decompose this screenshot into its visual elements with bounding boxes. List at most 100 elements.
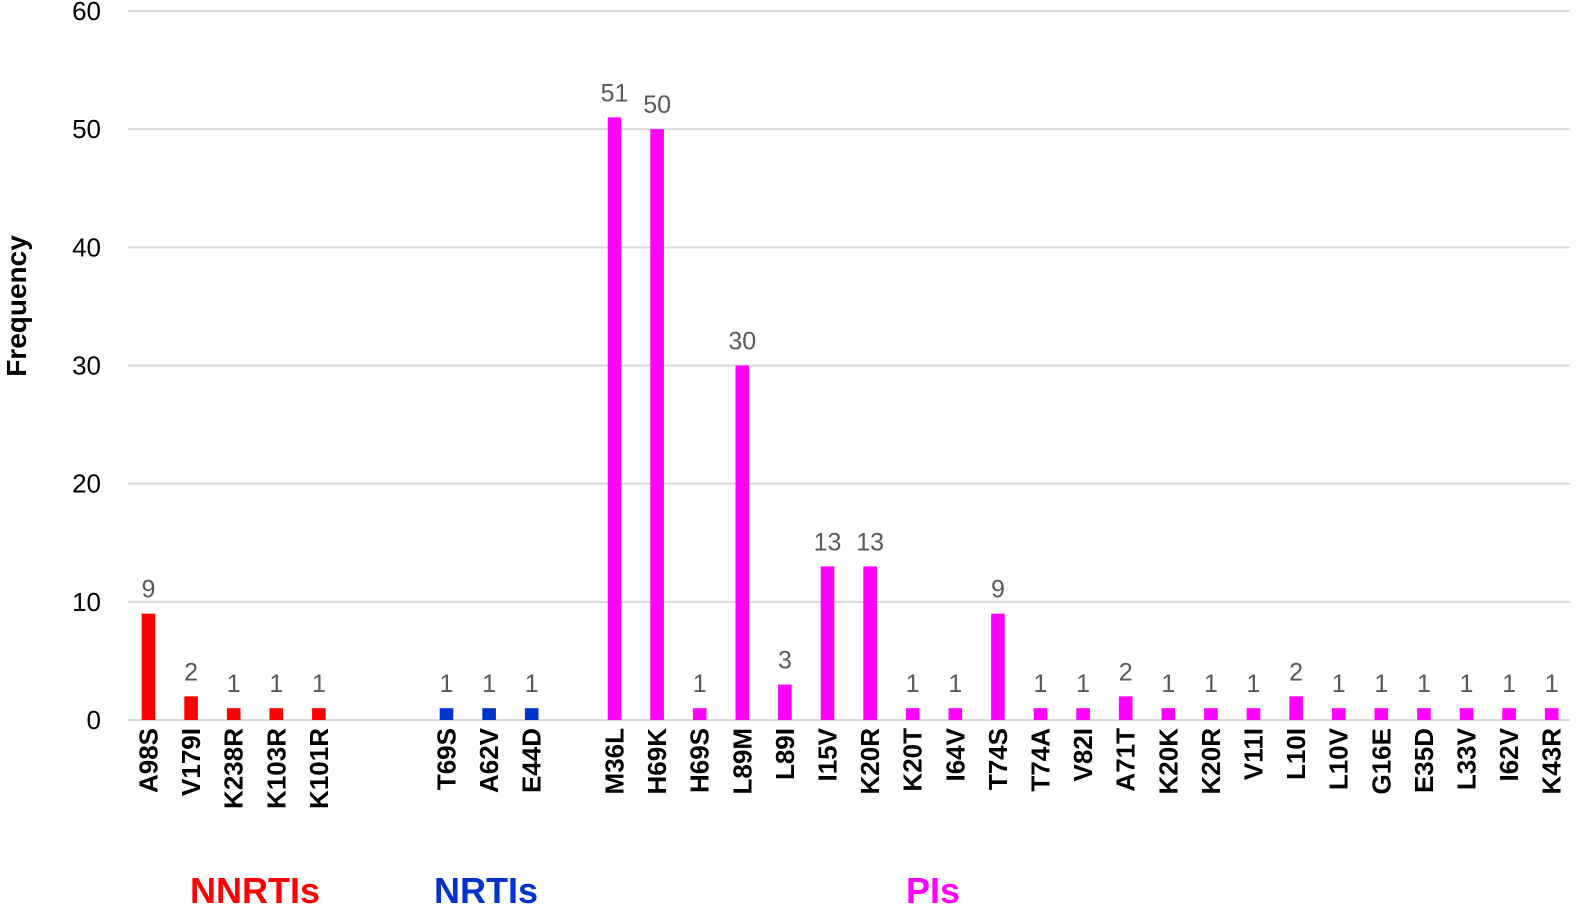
x-tick-label: L33V: [1452, 727, 1482, 790]
bar-l33v: [1459, 708, 1474, 720]
x-tick-label: K103R: [261, 728, 291, 809]
data-label: 9: [991, 576, 1005, 604]
data-label: 13: [856, 528, 884, 556]
y-tick-label: 10: [72, 587, 101, 617]
bar-k20t: [905, 708, 920, 720]
x-tick-label: A98S: [134, 728, 164, 793]
data-label: 1: [948, 670, 962, 698]
bar-h69k: [650, 129, 664, 720]
group-labels: NNRTIs NRTIs PIs: [190, 870, 960, 911]
y-tick-label: 30: [72, 351, 101, 381]
x-tick-label: L89I: [770, 728, 800, 780]
data-label: 13: [814, 528, 842, 556]
bar-a62v: [482, 708, 496, 720]
data-label: 2: [1119, 658, 1133, 686]
data-label: 51: [601, 79, 629, 107]
bar-e35d: [1417, 708, 1431, 720]
x-tick-label: V11I: [1239, 728, 1269, 780]
x-tick-label: M36L: [600, 728, 630, 795]
bar-v82i: [1076, 708, 1090, 720]
x-tick-label: G16E: [1366, 728, 1396, 795]
x-tick-label: K101R: [304, 728, 334, 809]
bar-k101r: [312, 708, 326, 720]
data-label: 1: [227, 670, 241, 698]
bar-k43r: [1544, 708, 1559, 720]
data-label: 1: [1374, 670, 1388, 698]
bar-l10i: [1289, 696, 1303, 720]
x-tick-label: I62V: [1494, 727, 1524, 781]
x-tick-label: V82I: [1068, 728, 1098, 782]
x-tick-label: K20R: [855, 728, 885, 795]
bar-t74s: [991, 613, 1005, 720]
data-label: 1: [1460, 670, 1474, 698]
bar-e44d: [524, 708, 539, 720]
bar-i64v: [948, 708, 963, 720]
bar-m36l: [607, 117, 622, 721]
x-tick-label: A71T: [1111, 728, 1141, 792]
x-tick-label: K20K: [1153, 728, 1183, 795]
bar-l89i: [778, 684, 792, 720]
x-tick-label: K43R: [1537, 728, 1567, 795]
y-tick-label: 60: [72, 0, 101, 26]
x-axis-ticks: A98S V179I K238R K103R K101R T69S A62V E44D M36L…: [134, 727, 1567, 809]
data-label: 1: [525, 670, 539, 698]
y-axis-ticks: 0 10 20 30 40 50 60: [72, 0, 101, 735]
bar-t74a: [1033, 708, 1048, 720]
bar-i62v: [1502, 708, 1516, 720]
x-tick-label: E44D: [517, 728, 547, 793]
data-label: 1: [1545, 670, 1559, 698]
group-label-pis: PIs: [906, 870, 960, 911]
data-label: 3: [778, 647, 792, 675]
x-tick-label: H69K: [642, 728, 672, 795]
bar-h69s: [692, 708, 707, 720]
bar-k20r: [863, 566, 877, 720]
bar-k20r: [1204, 708, 1218, 720]
data-label: 1: [693, 670, 707, 698]
y-axis-title: Frequency: [1, 235, 32, 377]
data-label: 1: [1247, 670, 1261, 698]
data-label: 1: [1332, 670, 1346, 698]
data-label: 9: [142, 576, 156, 604]
y-tick-label: 40: [72, 232, 101, 262]
x-tick-label: T74A: [1026, 728, 1056, 792]
x-tick-label: I15V: [813, 727, 843, 781]
bar-v11i: [1246, 708, 1261, 720]
bar-a71t: [1118, 696, 1133, 720]
x-tick-label: T69S: [432, 728, 462, 790]
bar-g16e: [1374, 708, 1389, 720]
bar-k238r: [226, 708, 241, 720]
data-label: 1: [906, 670, 920, 698]
data-label: 1: [1161, 670, 1175, 698]
x-tick-label: K20T: [898, 728, 928, 792]
x-tick-label: A62V: [474, 727, 504, 793]
data-label: 1: [312, 670, 326, 698]
x-tick-label: K20R: [1196, 728, 1226, 795]
x-tick-label: T74S: [983, 728, 1013, 790]
x-tick-label: K238R: [219, 728, 249, 809]
data-label: 1: [1204, 670, 1218, 698]
x-tick-label: L10V: [1324, 727, 1354, 790]
bar-a98s: [141, 613, 156, 720]
data-label: 1: [1417, 670, 1431, 698]
x-tick-label: L10I: [1281, 728, 1311, 780]
x-tick-label: I64V: [940, 727, 970, 781]
x-tick-label: V179I: [176, 728, 206, 796]
bar-t69s: [439, 708, 454, 720]
bar-v179i: [184, 696, 198, 720]
gridlines: [128, 10, 1570, 721]
group-label-nnrtis: NNRTIs: [190, 870, 320, 911]
data-label: 1: [482, 670, 496, 698]
y-tick-label: 0: [87, 705, 101, 735]
bar-l10v: [1331, 708, 1346, 720]
y-tick-label: 50: [72, 114, 101, 144]
y-tick-label: 20: [72, 469, 101, 499]
x-tick-label: H69S: [685, 728, 715, 793]
data-label: 2: [184, 658, 198, 686]
bars: [141, 117, 1559, 721]
x-tick-label: E35D: [1409, 728, 1439, 793]
group-label-nrtis: NRTIs: [434, 870, 538, 911]
bar-k20k: [1161, 708, 1176, 720]
